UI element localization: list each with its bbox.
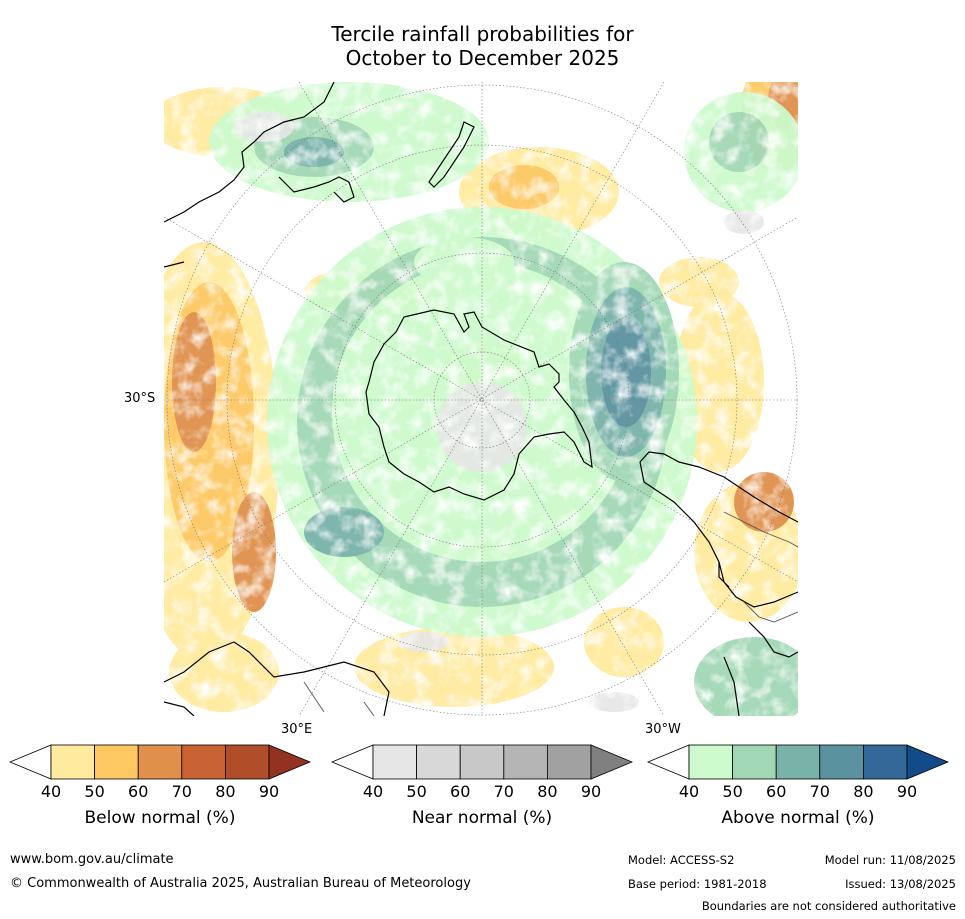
colorbar-tick-label: 60 [450,782,471,801]
colorbar-tick-label: 90 [896,782,918,801]
colorbar-near-label: Near normal (%) [411,808,553,828]
longitude-label-30e: 30°E [281,722,313,737]
colorbar-swatch [224,744,270,780]
colorbar-below-normal [9,744,311,780]
colorbar-tick-label: 80 [853,782,874,801]
southern-africa-outline [723,621,798,716]
colorbar-high-extension [590,744,633,780]
colorbar-swatch [459,744,505,780]
colorbar-swatch [546,744,592,780]
colorbar-low-extension [9,744,52,780]
colorbar-tick-label: 50 [722,782,743,801]
colorbar-high-extension [268,744,311,780]
footer-model: Model: ACCESS-S2 [628,853,735,867]
colorbar-tick-label: 60 [766,782,787,801]
colorbar-swatch [862,744,908,780]
footer-model-run: Model run: 11/08/2025 [824,853,956,867]
coastlines [164,82,798,716]
colorbar-tick-label: 90 [258,782,280,801]
colorbar-tick-label: 40 [362,782,384,801]
colorbar-tick-label: 80 [215,782,236,801]
colorbar-tick-label: 70 [809,782,830,801]
colorbar-tick-label: 40 [40,782,62,801]
map-title-line-2: October to December 2025 [345,46,620,70]
footer-url: www.bom.gov.au/climate [10,852,174,867]
probability-map [164,82,798,716]
colorbar-swatch [819,744,864,780]
colorbar-above-normal [647,744,949,780]
colorbar-tick-label: 40 [678,782,700,801]
longitude-label-30w: 30°W [645,722,681,737]
colorbar-swatch [503,744,548,780]
australia-outline [164,82,355,268]
africa-outline [164,641,390,716]
colorbar-swatch [137,744,183,780]
colorbar-swatch [732,744,777,780]
new-zealand-outline [428,121,475,188]
map-title-line-1: Tercile rainfall probabilities for [331,22,634,46]
colorbar-low-extension [647,744,690,780]
latitude-label-30s: 30°S [124,391,156,406]
field-speckle-texture [164,82,798,716]
colorbar-swatch [94,744,139,780]
colorbar-tick-label: 70 [171,782,192,801]
colorbar-tick-label: 90 [580,782,602,801]
colorbar-swatch [50,744,95,780]
colorbar-tick-label: 80 [537,782,558,801]
footer-issued: Issued: 13/08/2025 [845,877,956,891]
colorbar-swatch [181,744,226,780]
footer-disclaimer: Boundaries are not considered authoritat… [701,899,956,913]
colorbar-tick-label: 50 [84,782,105,801]
south-america-outline [639,451,798,608]
footer-base-period: Base period: 1981-2018 [628,877,767,891]
colorbar-swatch [688,744,733,780]
colorbar-high-extension [906,744,949,780]
colorbar-tick-label: 60 [128,782,149,801]
colorbar-tick-label: 70 [493,782,514,801]
colorbar-swatch [372,744,417,780]
colorbar-swatch [775,744,821,780]
political-boundaries [303,511,798,716]
colorbar-low-extension [331,744,374,780]
colorbar-swatch [416,744,461,780]
footer-copyright: © Commonwealth of Australia 2025, Austra… [10,876,471,891]
colorbar-near-normal [331,744,633,780]
antarctica-outline [365,309,593,501]
colorbar-tick-label: 50 [406,782,427,801]
colorbar-below-label: Below normal (%) [84,808,236,828]
colorbar-above-label: Above normal (%) [721,808,875,828]
